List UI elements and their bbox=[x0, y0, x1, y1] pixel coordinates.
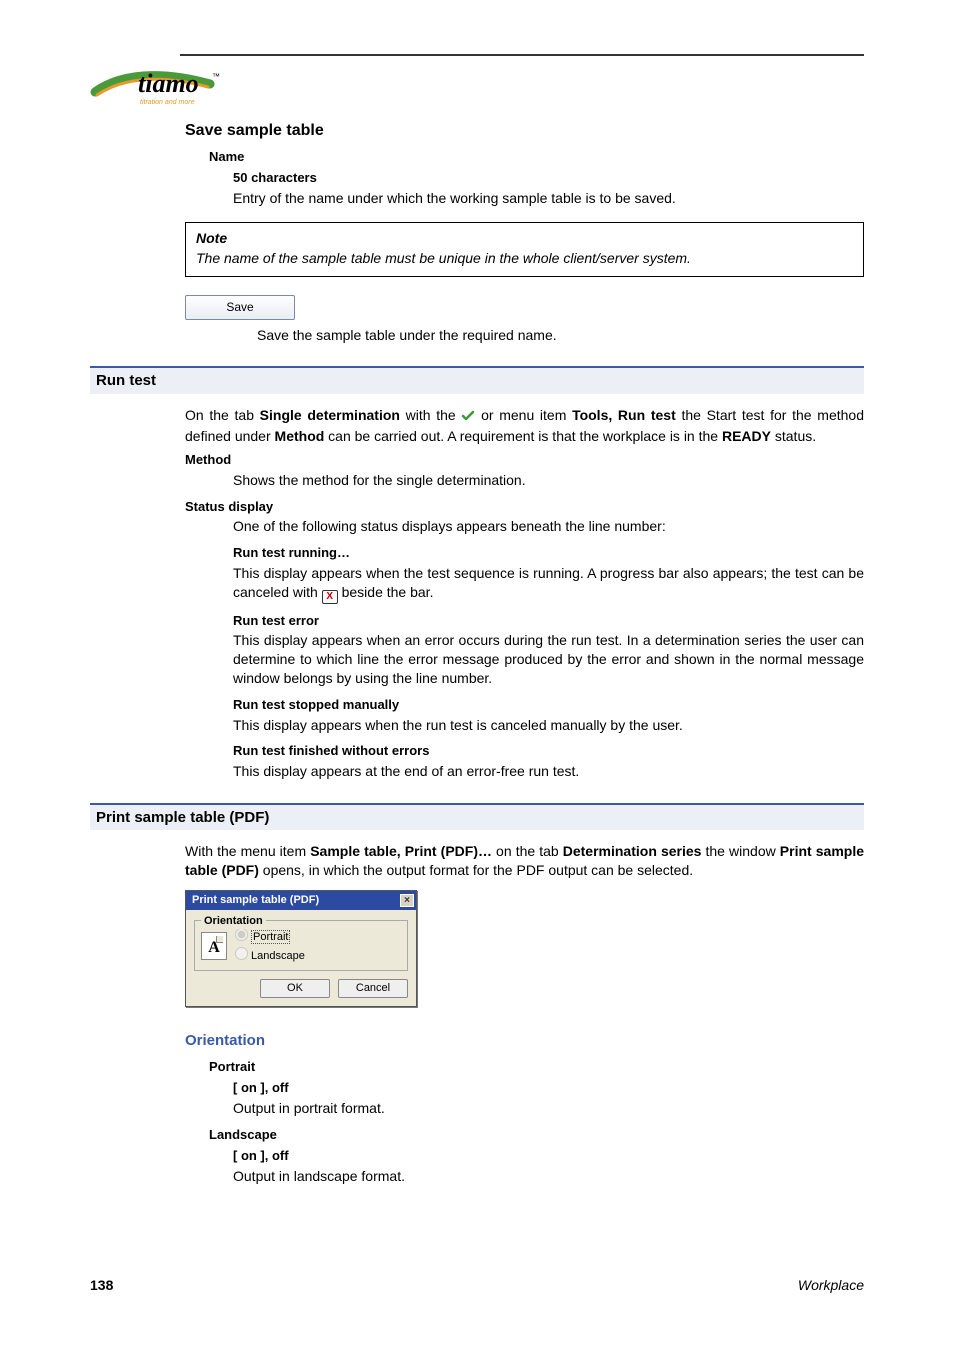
txt: can be carried out. A requirement is tha… bbox=[324, 428, 722, 444]
method-desc: Shows the method for the single determin… bbox=[233, 471, 864, 490]
note-box: Note The name of the sample table must b… bbox=[185, 222, 864, 278]
radio-portrait[interactable]: Portrait bbox=[235, 927, 305, 946]
dialog-ok-button[interactable]: OK bbox=[260, 979, 330, 998]
txt: or menu item bbox=[475, 407, 572, 423]
footer-section: Workplace bbox=[798, 1276, 864, 1295]
page-number: 138 bbox=[90, 1276, 113, 1295]
orientation-fieldset: Orientation A Portrait Landscape bbox=[194, 920, 408, 972]
status-finished-title: Run test finished without errors bbox=[233, 742, 864, 760]
field-name-desc: Entry of the name under which the workin… bbox=[233, 189, 864, 208]
page-footer: 138 Workplace bbox=[90, 1276, 864, 1295]
status-display-label: Status display bbox=[185, 498, 864, 516]
txt: status. bbox=[771, 428, 816, 444]
landscape-state: [ on ], off bbox=[233, 1147, 864, 1165]
txt: On the tab bbox=[185, 407, 260, 423]
dialog-cancel-button[interactable]: Cancel bbox=[338, 979, 408, 998]
orientation-legend: Orientation bbox=[201, 914, 266, 929]
txt: beside the bar. bbox=[338, 584, 434, 600]
bold-ready: READY bbox=[722, 428, 771, 444]
radio-landscape-label: Landscape bbox=[251, 950, 305, 962]
print-dialog: Print sample table (PDF) × Orientation A… bbox=[185, 890, 417, 1007]
radio-landscape[interactable]: Landscape bbox=[235, 946, 305, 965]
bold-menu-item: Sample table, Print (PDF)… bbox=[310, 843, 492, 859]
heading-orientation: Orientation bbox=[185, 1031, 864, 1051]
save-caption: Save the sample table under the required… bbox=[257, 326, 864, 345]
landscape-label: Landscape bbox=[209, 1126, 864, 1144]
txt: the window bbox=[701, 843, 779, 859]
status-error-title: Run test error bbox=[233, 612, 864, 630]
txt: With the menu item bbox=[185, 843, 310, 859]
dialog-close-button[interactable]: × bbox=[400, 894, 414, 907]
run-check-icon bbox=[461, 408, 475, 427]
svg-text:titration and more: titration and more bbox=[140, 99, 195, 106]
landscape-desc: Output in landscape format. bbox=[233, 1167, 864, 1186]
bold-single-determination: Single determination bbox=[260, 407, 400, 423]
logo: tiamo ™ titration and more bbox=[90, 62, 864, 112]
field-name-label: Name bbox=[209, 148, 864, 166]
orientation-page-icon: A bbox=[201, 932, 227, 960]
dialog-title-text: Print sample table (PDF) bbox=[192, 893, 319, 908]
status-stopped-desc: This display appears when the run test i… bbox=[233, 716, 864, 735]
status-stopped-title: Run test stopped manually bbox=[233, 696, 864, 714]
top-rule bbox=[180, 54, 864, 56]
svg-text:tiamo: tiamo bbox=[138, 69, 199, 98]
run-test-intro: On the tab Single determination with the… bbox=[185, 406, 864, 446]
portrait-label: Portrait bbox=[209, 1058, 864, 1076]
tiamo-logo-icon: tiamo ™ titration and more bbox=[90, 62, 225, 112]
print-intro: With the menu item Sample table, Print (… bbox=[185, 842, 864, 880]
note-title: Note bbox=[196, 229, 853, 248]
status-running-title: Run test running… bbox=[233, 544, 864, 562]
field-name-constraint: 50 characters bbox=[233, 169, 864, 187]
status-display-intro: One of the following status displays app… bbox=[233, 517, 864, 536]
bold-tab: Determination series bbox=[563, 843, 702, 859]
bold-method: Method bbox=[275, 428, 325, 444]
section-band-run-test: Run test bbox=[90, 366, 864, 393]
portrait-state: [ on ], off bbox=[233, 1079, 864, 1097]
note-text: The name of the sample table must be uni… bbox=[196, 249, 853, 268]
bold-tools-run-test: Tools, Run test bbox=[572, 407, 676, 423]
method-label: Method bbox=[185, 451, 864, 469]
txt: opens, in which the output format for th… bbox=[259, 862, 693, 878]
portrait-desc: Output in portrait format. bbox=[233, 1099, 864, 1118]
section-band-print: Print sample table (PDF) bbox=[90, 803, 864, 830]
status-finished-desc: This display appears at the end of an er… bbox=[233, 762, 864, 781]
radio-portrait-label: Portrait bbox=[251, 930, 290, 944]
save-button[interactable]: Save bbox=[185, 295, 295, 319]
svg-text:™: ™ bbox=[212, 72, 220, 81]
heading-save-sample-table: Save sample table bbox=[185, 120, 864, 142]
dialog-titlebar: Print sample table (PDF) × bbox=[186, 891, 416, 910]
txt: on the tab bbox=[492, 843, 563, 859]
status-error-desc: This display appears when an error occur… bbox=[233, 631, 864, 688]
txt: with the bbox=[400, 407, 461, 423]
cancel-icon: X bbox=[322, 590, 338, 604]
status-running-desc: This display appears when the test seque… bbox=[233, 564, 864, 604]
